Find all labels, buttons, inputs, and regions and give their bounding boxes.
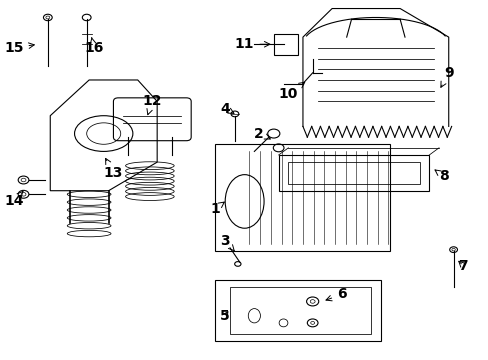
Text: 1: 1 [210,202,224,216]
Text: 4: 4 [220,102,233,116]
Text: 2: 2 [254,127,270,140]
Text: 11: 11 [234,37,269,51]
Text: 6: 6 [325,287,346,301]
Text: 13: 13 [103,158,123,180]
Text: 7: 7 [458,259,467,273]
Text: 16: 16 [84,38,103,55]
Text: 14: 14 [4,192,23,208]
Text: 8: 8 [434,170,448,184]
Text: 9: 9 [440,66,453,87]
Text: 3: 3 [220,234,234,251]
Text: 10: 10 [278,82,304,101]
Text: 5: 5 [220,309,230,323]
Text: 15: 15 [4,41,34,55]
Text: 12: 12 [142,94,162,115]
